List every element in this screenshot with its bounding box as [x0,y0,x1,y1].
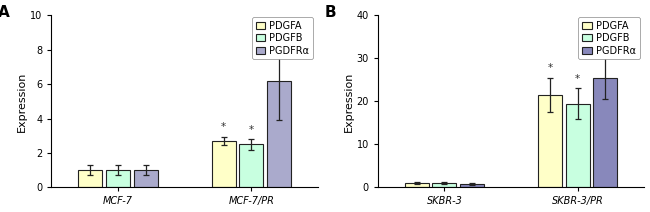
Y-axis label: Expression: Expression [18,71,27,132]
Text: *: * [249,125,254,135]
Bar [566,103,590,187]
Legend: PDGFA, PDGFB, PGDFRα: PDGFA, PDGFB, PGDFRα [252,17,313,59]
Text: *: * [547,63,552,73]
Bar [134,170,158,187]
Bar [267,81,291,187]
Bar [538,95,562,187]
Bar [79,170,103,187]
Text: *: * [603,42,608,52]
Text: *: * [575,74,580,84]
Bar [212,141,236,187]
Bar [106,170,130,187]
Bar [460,184,484,187]
Text: A: A [0,5,10,20]
Bar [432,183,456,187]
Bar [239,144,263,187]
Text: B: B [324,5,336,20]
Bar [593,78,618,187]
Text: *: * [221,122,226,132]
Bar [405,183,429,187]
Legend: PDGFA, PDGFB, PGDFRα: PDGFA, PDGFB, PGDFRα [578,17,640,59]
Y-axis label: Expression: Expression [344,71,354,132]
Text: *: * [276,27,281,37]
